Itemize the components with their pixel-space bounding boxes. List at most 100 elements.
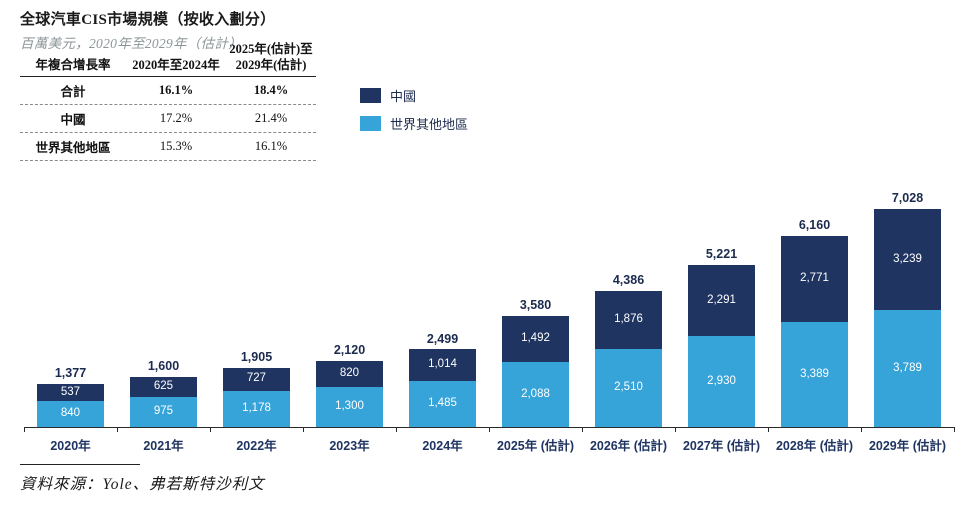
cagr-col3-header: 2025年(估計)至 2029年(估計) [229,42,313,72]
bar-segment-row: 1,300 [316,386,383,427]
chart-column: 1,377 537 840 [24,188,117,427]
bar-total-label: 2,499 [426,331,459,346]
bar-total-label: 5,221 [705,247,738,262]
bar-segment-china: 537 [37,384,104,401]
stacked-bar: 727 1,178 [223,367,290,427]
stacked-bar: 1,492 2,088 [502,315,569,427]
bar-segment-row: 2,088 [502,362,569,427]
source-note: 資料來源：Yole、弗若斯特沙利文 [20,464,265,494]
segment-value-label: 2,291 [707,293,736,306]
stacked-bar: 1,876 2,510 [595,290,662,427]
x-axis-category-label: 2028年 (估計) [775,439,854,453]
stacked-bar: 2,771 3,389 [781,235,848,427]
segment-value-label: 1,485 [428,397,457,410]
x-axis-category-label: 2025年 (估計) [496,439,575,453]
x-axis-category-label: 2029年 (估計) [868,439,947,453]
cagr-row-value: 17.2% [159,111,193,126]
segment-value-label: 820 [339,367,360,380]
bar-segment-china: 820 [316,361,383,387]
x-axis-category-label: 2021年 [143,439,184,453]
segment-value-label: 2,510 [614,381,643,394]
segment-value-label: 975 [153,405,174,418]
segment-value-label: 2,930 [707,374,736,387]
bar-total-label: 7,028 [891,191,924,205]
x-axis-tick [767,427,769,432]
cagr-row-value: 16.1% [254,139,288,154]
chart-column: 2,499 1,014 1,485 [396,188,489,427]
x-axis-tick [860,427,862,432]
x-axis-category-label: 2024年 [422,439,463,453]
segment-value-label: 1,014 [428,358,457,371]
page-subtitle: 百萬美元，2020年至2029年（估計） [20,36,242,51]
legend-swatch-icon [360,88,381,103]
x-axis-labels: 2020年 2021年 2022年 2023年 2024年 2025年 (估計) 2026年… [24,435,954,454]
cagr-table-header-row: 年複合增長率 2020年至2024年 2025年(估計)至 2029年(估計) [20,42,316,78]
bar-total-label: 4,386 [612,273,645,287]
chart-column: 3,580 1,492 2,088 [489,188,582,427]
cagr-row-label: 世界其他地區 [35,141,111,156]
segment-value-label: 727 [246,372,267,385]
stacked-bar: 625 975 [130,377,197,427]
segment-value-label: 1,492 [521,332,550,345]
bar-total-label: 1,600 [147,359,180,374]
cagr-col1-header: 年複合增長率 [35,57,111,72]
cagr-table-row: 中國 17.2% 21.4% [20,105,316,134]
cagr-table-row: 世界其他地區 15.3% 16.1% [20,133,316,162]
legend-item: 世界其他地區 [360,114,468,133]
stacked-bar: 1,014 1,485 [409,349,476,427]
legend-item: 中國 [360,86,468,105]
bar-segment-row: 840 [37,400,104,427]
chart-column: 1,905 727 1,178 [210,188,303,427]
x-axis-tick [674,427,676,432]
cagr-row-value: 18.4% [253,83,289,98]
bar-total-label: 2,120 [333,343,366,358]
chart-column: 4,386 1,876 2,510 [582,188,675,427]
chart-header: 全球汽車CIS市場規模（按收入劃分） 百萬美元，2020年至2029年（估計） [20,8,275,52]
stacked-bar: 3,239 3,789 [874,209,941,427]
x-axis-tick [302,427,304,432]
chart-column: 6,160 2,771 3,389 [768,188,861,427]
x-axis-tick [395,427,397,432]
legend-swatch-icon [360,116,381,131]
segment-value-label: 2,088 [521,387,550,400]
chart-column: 7,028 3,239 3,789 [861,188,954,427]
segment-value-label: 1,178 [242,402,271,414]
plot-area: 1,377 537 840 1,600 625 975 1,905 727 1,178 2,120… [23,188,955,432]
chart-column: 2,120 820 1,300 [303,188,396,427]
x-axis-category-label: 2020年 [50,439,91,453]
bar-segment-china: 727 [223,367,290,391]
chart-column: 1,600 625 975 [117,188,210,427]
bar-segment-row: 975 [130,396,197,427]
segment-value-label: 1,876 [614,313,643,326]
source-text: 資料來源：Yole、弗若斯特沙利文 [20,476,265,493]
page-title: 全球汽車CIS市場規模（按收入劃分） [20,12,276,28]
legend-label: 世界其他地區 [390,117,469,132]
bar-total-label: 3,580 [519,298,552,312]
bar-segment-row: 1,178 [223,390,290,427]
bar-segment-china: 2,291 [688,265,755,337]
bar-segment-china: 1,492 [502,315,569,363]
bar-segment-china: 3,239 [874,209,941,310]
cagr-table-body: 合計 16.1% 18.4% 中國 17.2% 21.4% 世界其他地區 15.3% 16.1% [20,77,316,162]
x-axis-tick [23,427,25,432]
x-axis-tick [116,427,118,432]
cagr-row-value: 15.3% [159,139,193,154]
cagr-row-label: 中國 [60,113,86,128]
bar-segment-row: 1,485 [409,380,476,427]
cagr-table-row: 合計 16.1% 18.4% [20,77,316,106]
cagr-row-value: 21.4% [254,111,288,126]
segment-value-label: 3,389 [800,367,829,380]
segment-value-label: 840 [60,407,81,420]
stacked-bar: 537 840 [37,384,104,427]
x-axis-category-label: 2022年 [236,439,277,453]
stacked-bar: 2,291 2,930 [688,265,755,427]
chart-column: 5,221 2,291 2,930 [675,188,768,427]
bar-segment-china: 1,014 [409,349,476,381]
bar-segment-row: 2,930 [688,336,755,427]
bar-segment-row: 3,389 [781,321,848,427]
bar-segment-row: 3,789 [874,309,941,427]
segment-value-label: 1,300 [335,400,364,413]
x-axis-category-label: 2023年 [329,439,370,453]
bar-segment-china: 1,876 [595,290,662,350]
